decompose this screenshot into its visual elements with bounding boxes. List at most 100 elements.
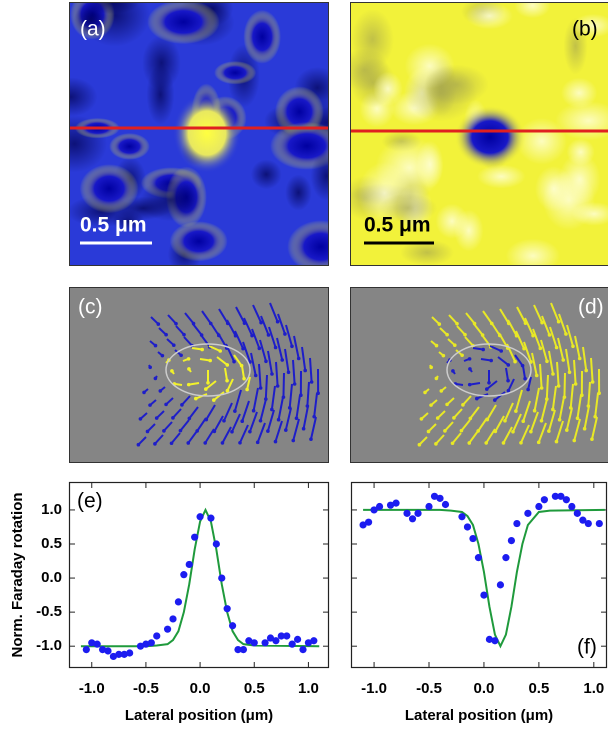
data-point — [485, 635, 494, 643]
arrow-head — [164, 332, 168, 337]
arrow — [221, 426, 232, 444]
arrow-head — [264, 397, 268, 401]
arrow-head — [232, 359, 236, 364]
arrow-head — [283, 332, 287, 336]
data-point — [370, 506, 378, 514]
arrow — [435, 434, 445, 445]
arrow — [486, 380, 498, 390]
panel-label: (e) — [77, 490, 103, 513]
x-tick-label: 1.0 — [298, 680, 319, 697]
arrow-head — [290, 344, 294, 349]
arrow-head — [485, 387, 489, 391]
texture — [505, 238, 561, 266]
arrow — [208, 345, 221, 352]
arrow — [309, 357, 313, 383]
texture — [454, 209, 484, 252]
arrow — [465, 312, 476, 325]
arrow-head — [303, 368, 308, 373]
arrow-head — [481, 347, 485, 352]
scale-bar-label: 0.5 μm — [80, 214, 147, 237]
arrow — [172, 408, 182, 419]
fit-line — [363, 508, 605, 649]
y-axis-title: Norm. Faraday rotation — [9, 492, 26, 657]
arrow — [418, 436, 428, 446]
arrow — [583, 405, 590, 429]
arrow-head — [208, 358, 212, 363]
arrow-head — [590, 380, 595, 384]
arrow — [266, 409, 275, 432]
blob — [454, 105, 526, 169]
vector-panel-c — [69, 287, 329, 463]
texture — [287, 220, 329, 266]
arrow — [184, 312, 195, 325]
arrow — [565, 348, 571, 373]
arrow — [285, 324, 293, 347]
data-point — [551, 492, 559, 500]
arrow-head — [148, 403, 152, 407]
data-point — [196, 513, 204, 521]
arrow — [241, 365, 246, 379]
arrow-head — [240, 419, 245, 424]
arrow-head — [283, 428, 288, 432]
arrow — [243, 317, 253, 336]
arrow — [533, 387, 540, 411]
texture — [109, 133, 150, 160]
data-point — [579, 516, 587, 524]
data-point — [169, 615, 177, 623]
x-tick-label: -1.0 — [361, 680, 387, 697]
data-point — [557, 492, 565, 500]
arrow — [226, 319, 237, 337]
arrow-head — [230, 429, 234, 434]
arrow-head — [316, 391, 320, 395]
arrow-head — [577, 356, 582, 361]
arrow — [573, 359, 577, 385]
data-point — [502, 554, 510, 562]
arrow — [490, 321, 501, 337]
data-point — [535, 502, 543, 511]
arrow-head — [575, 416, 580, 421]
arrow — [224, 367, 229, 381]
arrow — [209, 321, 220, 337]
arrow — [547, 409, 556, 432]
arrow-head — [467, 382, 472, 387]
arrow — [226, 378, 234, 392]
arrow — [523, 341, 532, 363]
arrow — [223, 402, 233, 422]
arrow — [527, 376, 532, 390]
y-tick-label: -0.5 — [36, 603, 62, 620]
data-point — [126, 649, 134, 657]
arrow-head — [154, 416, 159, 420]
arrow-head — [485, 417, 490, 422]
texture — [477, 164, 526, 189]
data-point — [595, 519, 603, 528]
arrow-head — [162, 429, 166, 433]
arrow — [251, 328, 261, 349]
arrow-head — [195, 429, 200, 433]
arrow — [502, 426, 513, 444]
arrow-head — [186, 357, 191, 361]
arrow-head — [142, 390, 146, 395]
arrow-head — [233, 409, 237, 413]
arrow-head — [450, 441, 455, 446]
arrow-head — [514, 409, 518, 413]
arrow — [234, 330, 244, 349]
texture — [400, 239, 454, 266]
arrow — [556, 361, 560, 387]
arrow — [259, 398, 267, 422]
arrow-head — [557, 417, 562, 422]
arrow-head — [222, 418, 226, 423]
arrow-head — [597, 391, 601, 395]
texture — [572, 13, 608, 38]
arrow-head — [291, 438, 296, 443]
arrow — [481, 334, 492, 348]
arrow-head — [584, 368, 589, 373]
y-tick-label: 0.0 — [41, 569, 62, 586]
scale-bar-label: 0.5 μm — [364, 214, 431, 237]
texture — [112, 210, 145, 233]
arrow-head — [212, 429, 217, 434]
arrow-head — [468, 367, 472, 371]
data-point — [584, 519, 592, 528]
data-point — [104, 647, 112, 655]
arrow — [569, 383, 574, 408]
